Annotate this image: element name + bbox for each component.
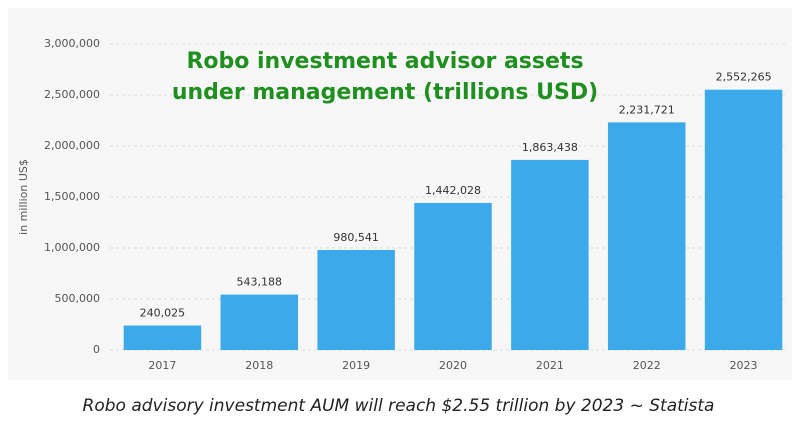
value-label: 1,442,028	[425, 184, 481, 197]
y-tick-label: 2,000,000	[44, 139, 100, 152]
x-tick-label: 2023	[730, 359, 758, 372]
y-axis-label: in million US$	[17, 159, 30, 235]
bar	[220, 294, 299, 350]
value-label: 980,541	[333, 231, 379, 244]
y-tick-label: 1,500,000	[44, 190, 100, 203]
bar	[414, 202, 492, 350]
value-label: 2,231,721	[619, 103, 675, 116]
y-tick-label: 500,000	[55, 292, 101, 305]
value-label: 543,188	[237, 276, 283, 289]
bar	[704, 89, 783, 350]
x-tick-label: 2019	[342, 359, 370, 372]
value-label: 1,863,438	[522, 141, 578, 154]
y-tick-label: 2,500,000	[44, 88, 100, 101]
bar	[607, 122, 686, 350]
x-tick-label: 2018	[245, 359, 273, 372]
value-label: 2,552,265	[716, 71, 772, 84]
x-tick-label: 2020	[439, 359, 467, 372]
x-tick-label: 2017	[148, 359, 176, 372]
caption: Robo advisory investment AUM will reach …	[82, 396, 715, 416]
bar	[123, 325, 202, 350]
bar	[317, 249, 395, 350]
bar	[511, 159, 589, 350]
chart-title: Robo investment advisor assets under man…	[171, 49, 599, 105]
y-tick-label: 1,000,000	[44, 241, 100, 254]
value-label: 240,025	[140, 307, 186, 320]
y-tick-label: 3,000,000	[44, 37, 100, 50]
x-tick-label: 2022	[633, 359, 661, 372]
x-tick-label: 2021	[536, 359, 564, 372]
y-tick-label: 0	[93, 343, 100, 356]
